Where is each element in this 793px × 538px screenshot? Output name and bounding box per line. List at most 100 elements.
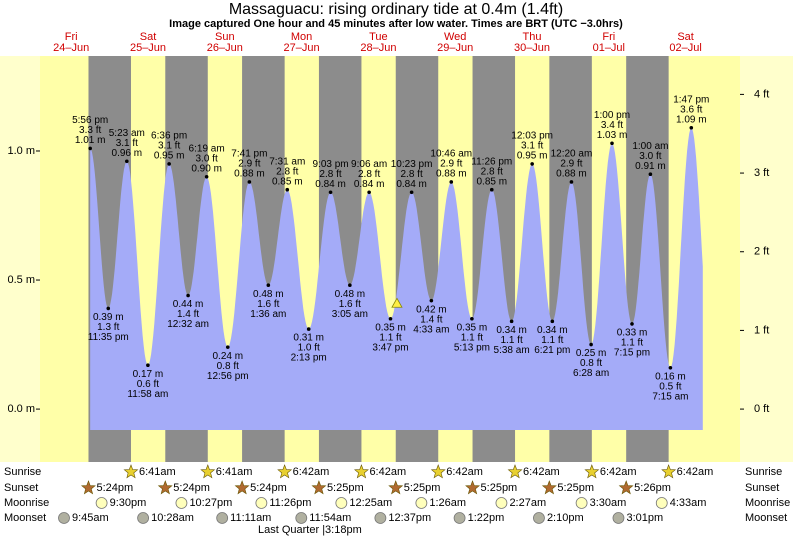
tide-extreme bbox=[489, 187, 494, 192]
sunrise-icon bbox=[661, 464, 677, 479]
row-label: Sunrise bbox=[745, 466, 782, 478]
tide-extreme bbox=[204, 174, 209, 179]
tide-extreme bbox=[186, 293, 190, 298]
tide-extreme bbox=[106, 306, 111, 311]
moonrise-time: 3:30am bbox=[590, 497, 627, 509]
sunset-time: 5:25pm bbox=[404, 482, 441, 494]
tide-label: 3.1 ft bbox=[116, 138, 138, 149]
tide-extreme bbox=[449, 180, 454, 184]
tide-label: 1.1 ft bbox=[621, 338, 643, 349]
tide-label: 0.88 m bbox=[556, 169, 587, 180]
tide-label: 0.90 m bbox=[191, 163, 222, 174]
tide-extreme bbox=[610, 141, 614, 146]
sunset-icon bbox=[234, 480, 250, 495]
tide-extreme bbox=[348, 283, 352, 287]
tide-extreme bbox=[509, 319, 514, 324]
tide-label: 0.95 m bbox=[154, 151, 185, 162]
tide-label: 1.4 ft bbox=[177, 309, 199, 320]
moonset-time: 11:54am bbox=[309, 512, 351, 524]
sunrise-icon bbox=[277, 464, 293, 479]
day-name: Sun bbox=[215, 31, 235, 43]
tide-label: 0.85 m bbox=[476, 176, 507, 187]
sunset-icon bbox=[80, 480, 96, 495]
y2-tick-label: 4 ft bbox=[754, 88, 769, 100]
tide-extreme bbox=[630, 322, 634, 326]
tide-label: 1:47 pm bbox=[673, 94, 709, 105]
tide-label: 1.1 ft bbox=[379, 332, 401, 343]
tide-label: 1:00 am bbox=[632, 141, 668, 152]
row-label: Moonrise bbox=[745, 497, 790, 509]
moonset-icon bbox=[58, 512, 70, 524]
y-tick-label: 1.0 m bbox=[7, 145, 35, 157]
tide-label: 1:00 pm bbox=[594, 110, 630, 121]
tide-label: 10:23 pm bbox=[391, 159, 433, 170]
tide-label: 0.31 m bbox=[293, 333, 324, 344]
tide-label: 4:33 am bbox=[413, 324, 449, 335]
tide-label: 0.48 m bbox=[335, 289, 366, 300]
tide-label: 0.16 m bbox=[655, 371, 686, 382]
tide-extreme bbox=[247, 180, 252, 184]
day-date: 25–Jun bbox=[130, 42, 166, 54]
sunset-time: 5:25pm bbox=[481, 482, 518, 494]
y2-tick-label: 3 ft bbox=[754, 167, 769, 179]
moon-phase: Last Quarter |3:18pm bbox=[258, 524, 362, 536]
tide-extreme bbox=[530, 162, 534, 166]
sunrise-time: 6:42am bbox=[446, 466, 483, 478]
tide-label: 0.39 m bbox=[93, 312, 124, 323]
y2-tick-label: 1 ft bbox=[754, 324, 769, 336]
sunset-icon bbox=[541, 480, 557, 495]
tide-label: 0.5 ft bbox=[659, 381, 681, 392]
day-name: Wed bbox=[444, 31, 466, 43]
day-date: 01–Jul bbox=[593, 42, 625, 54]
tide-extreme bbox=[306, 327, 311, 331]
tide-label: 3.0 ft bbox=[639, 151, 661, 162]
tide-label: 2.9 ft bbox=[560, 159, 582, 170]
tide-label: 1.03 m bbox=[597, 130, 628, 141]
tide-label: 3.4 ft bbox=[601, 120, 623, 131]
tide-label: 0.25 m bbox=[576, 348, 607, 359]
y2-tick-label: 0 ft bbox=[754, 403, 769, 415]
tide-label: 1.4 ft bbox=[420, 314, 442, 325]
tide-extreme bbox=[589, 342, 593, 347]
tide-label: 3.0 ft bbox=[195, 153, 217, 164]
tide-label: 0.84 m bbox=[315, 179, 346, 190]
day-date: 24–Jun bbox=[53, 42, 89, 54]
day-date: 30–Jun bbox=[514, 42, 550, 54]
moonrise-time: 10:27pm bbox=[189, 497, 232, 509]
tide-label: 2.9 ft bbox=[238, 159, 260, 170]
tide-extreme bbox=[648, 172, 653, 177]
moonrise-time: 12:25am bbox=[349, 497, 392, 509]
tide-label: 11:26 pm bbox=[471, 156, 512, 167]
tide-label: 0.17 m bbox=[133, 369, 164, 380]
tide-extreme bbox=[668, 365, 673, 370]
tide-extreme bbox=[429, 298, 434, 303]
moonset-icon bbox=[374, 512, 387, 524]
sunset-icon bbox=[618, 480, 634, 495]
tide-label: 0.42 m bbox=[416, 304, 447, 315]
day-date: 02–Jul bbox=[669, 42, 701, 54]
tide-label: 2.8 ft bbox=[481, 166, 503, 177]
tide-label: 0.34 m bbox=[496, 325, 527, 336]
chart-title: Massaguacu: rising ordinary tide at 0.4m… bbox=[229, 1, 563, 18]
tide-label: 0.33 m bbox=[617, 328, 648, 339]
tide-label: 3:05 am bbox=[332, 309, 368, 320]
moonset-time: 9:45am bbox=[72, 512, 109, 524]
tide-label: 1.0 ft bbox=[298, 343, 320, 354]
sunset-time: 5:24pm bbox=[173, 482, 210, 494]
tide-label: 1.09 m bbox=[676, 114, 707, 125]
day-date: 26–Jun bbox=[207, 42, 243, 54]
tide-label: 0.24 m bbox=[212, 351, 243, 362]
day-name: Mon bbox=[291, 31, 312, 43]
moonrise-icon bbox=[255, 497, 268, 509]
sunset-icon bbox=[388, 480, 404, 495]
moonset-time: 3:01pm bbox=[626, 512, 663, 524]
moonset-time: 2:10pm bbox=[547, 512, 584, 524]
tide-label: 2.8 ft bbox=[358, 169, 380, 180]
sunset-time: 5:25pm bbox=[327, 482, 364, 494]
moonrise-time: 11:26pm bbox=[269, 497, 311, 509]
tide-label: 9:06 am bbox=[351, 159, 387, 170]
tide-extreme bbox=[569, 180, 574, 184]
tide-label: 5:38 am bbox=[494, 345, 530, 356]
tide-label: 6:28 am bbox=[573, 368, 609, 379]
moonrise-icon bbox=[495, 497, 508, 509]
